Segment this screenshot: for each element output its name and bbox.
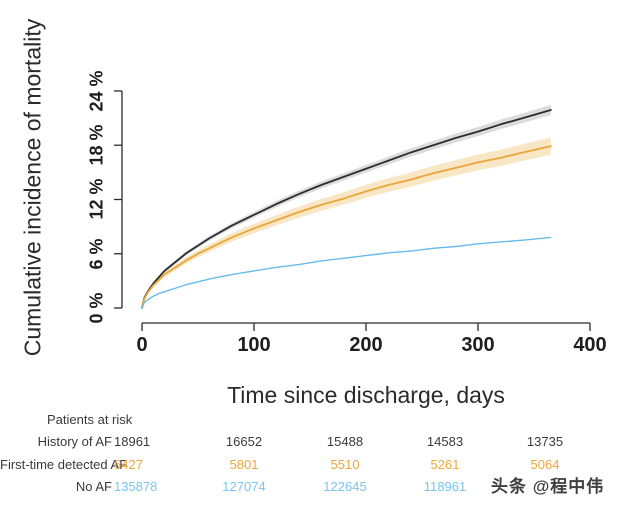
x-tick-label: 400 — [573, 334, 607, 356]
series-curve — [141, 236, 552, 309]
watermark-text: 头条 @程中伟 — [491, 477, 605, 496]
risk-cell: 5064 — [530, 457, 560, 472]
y-tick-label: 0 % — [86, 292, 107, 324]
x-tick-label: 200 — [349, 334, 383, 356]
x-tick-label: 0 — [136, 334, 148, 356]
risk-cell: 127074 — [222, 479, 266, 494]
risk-row-label: No AF — [75, 479, 112, 494]
risk-row-label: History of AF — [37, 434, 112, 449]
risk-cell: 135878 — [114, 479, 158, 494]
risk-cell: 18961 — [114, 434, 151, 449]
x-tick-label: 100 — [237, 334, 271, 356]
risk-table-title: Patients at risk — [47, 412, 133, 427]
risk-cell: 5801 — [229, 457, 259, 472]
risk-cell: 16652 — [225, 434, 263, 449]
x-axis-title: Time since discharge, days — [227, 382, 505, 408]
risk-cell: 5261 — [430, 457, 460, 472]
risk-cell: 5510 — [330, 457, 360, 472]
x-tick-label: 300 — [461, 334, 495, 356]
risk-cell: 13735 — [526, 434, 564, 449]
confidence-band — [142, 104, 551, 308]
y-tick-label: 12 % — [86, 178, 107, 220]
y-tick-label: 24 % — [86, 70, 107, 112]
risk-cell: 118961 — [423, 479, 467, 494]
risk-cell: 122645 — [323, 479, 367, 494]
series-curve — [141, 145, 552, 309]
series-curve — [141, 109, 552, 309]
confidence-band — [142, 137, 551, 308]
risk-cell: 14583 — [426, 434, 464, 449]
risk-cell: 15488 — [326, 434, 364, 449]
y-axis-title: Cumulative incidence of mortality — [19, 18, 46, 357]
risk-cell: 6427 — [114, 457, 143, 472]
y-tick-label: 18 % — [86, 124, 107, 166]
y-tick-label: 6 % — [86, 238, 107, 270]
risk-row-label: First-time detected AF — [0, 457, 128, 472]
